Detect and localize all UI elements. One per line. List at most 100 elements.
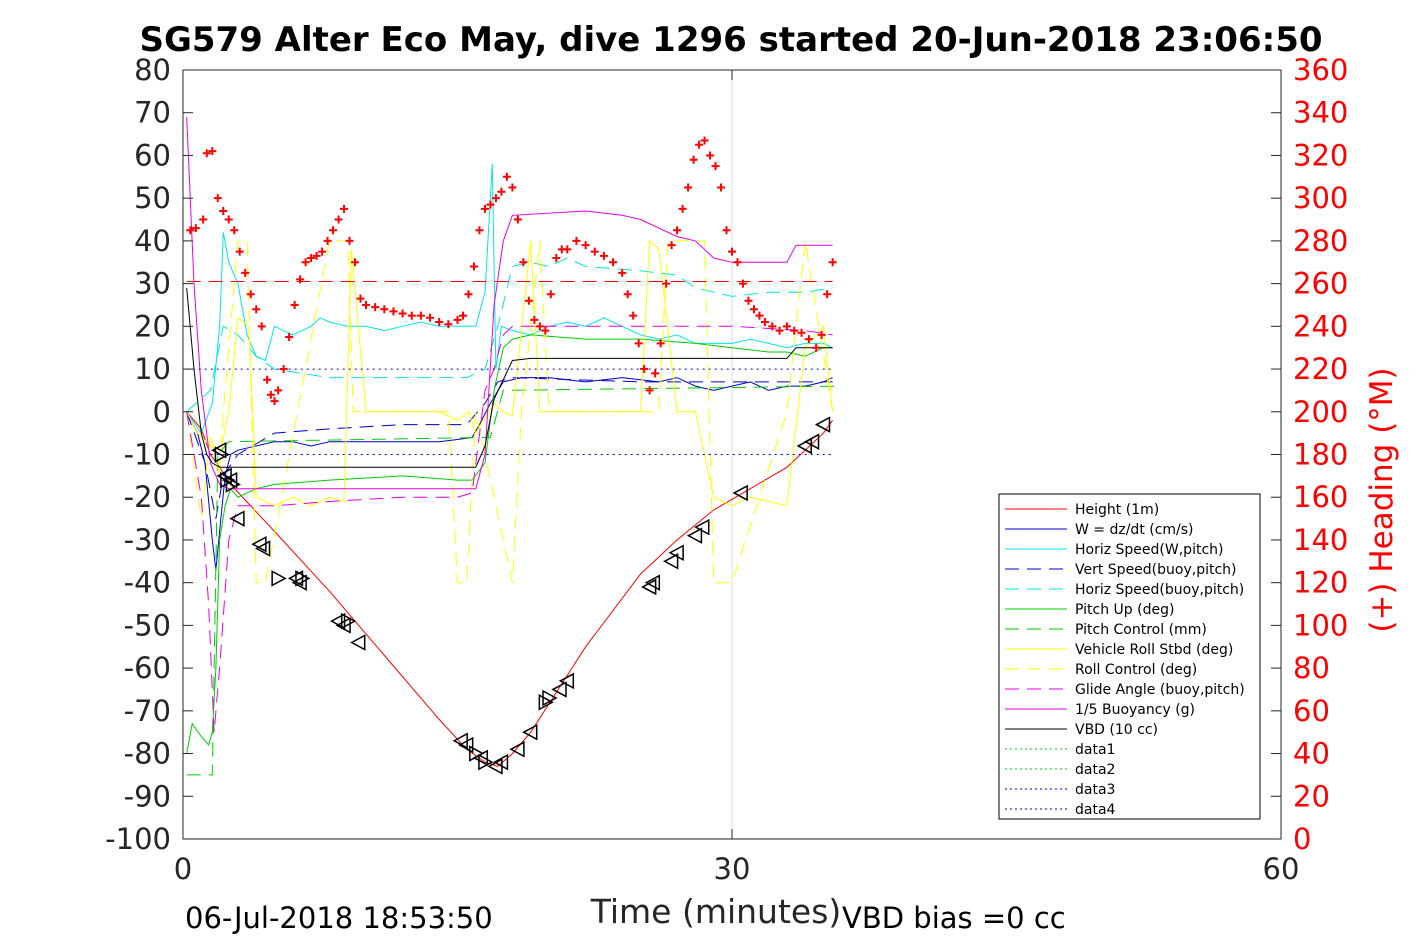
y-tick-label: 0 (153, 395, 171, 429)
y-right-tick-label: 320 (1293, 138, 1348, 172)
heading-point (706, 151, 715, 160)
triangle-marker-left (458, 736, 474, 754)
heading-point (524, 296, 533, 305)
y-right-tick-label: 120 (1293, 566, 1348, 600)
heading-point (760, 318, 769, 327)
triangle-marker-right (538, 694, 554, 711)
y-right-tick-label: 220 (1293, 352, 1348, 386)
y-tick-label: 40 (134, 224, 171, 258)
triangle-marker-left (644, 574, 661, 591)
y-tick-label: 70 (134, 96, 171, 130)
heading-point (618, 268, 627, 277)
heading-point (497, 187, 506, 196)
heading-point (469, 262, 478, 271)
legend-label-11: VBD (10 cc) (1075, 722, 1158, 738)
legend-label-13: data2 (1075, 762, 1115, 778)
heading-point (301, 258, 310, 267)
y-right-tick-label: 340 (1293, 96, 1348, 130)
heading-point (667, 241, 676, 250)
heading-point (351, 258, 360, 267)
triangle-marker-right (220, 471, 236, 489)
heading-point (823, 290, 832, 299)
x-tick-label: 60 (1263, 852, 1300, 886)
triangle-marker-right (271, 570, 287, 587)
heading-point (334, 215, 343, 224)
legend-label-14: data3 (1075, 782, 1115, 798)
heading-point (356, 294, 365, 303)
triangle-marker-left (686, 527, 703, 544)
legend-label-10: 1/5 Buoyancy (g) (1075, 702, 1195, 718)
legend-label-9: Glide Angle (buoy,pitch) (1075, 682, 1245, 698)
triangle-marker-left (551, 681, 567, 698)
heading-point (581, 241, 590, 250)
heading-point (486, 200, 495, 209)
heading-point (219, 206, 228, 215)
heading-point (199, 215, 208, 224)
heading-point (323, 236, 332, 245)
heading-point (464, 290, 473, 299)
y-tick-label: -10 (124, 438, 171, 472)
heading-point (371, 303, 380, 312)
legend-box (998, 493, 1261, 820)
heading-point (700, 136, 709, 145)
heading-point (695, 140, 704, 149)
heading-point (817, 330, 826, 339)
series-line-8 (186, 240, 834, 584)
heading-point (279, 365, 288, 374)
heading-point (312, 251, 321, 260)
y-tick-label: 80 (134, 53, 171, 87)
heading-point (629, 311, 638, 320)
heading-point (678, 204, 687, 213)
heading-point (186, 226, 195, 235)
series-line-9 (186, 325, 833, 733)
heading-point (491, 194, 500, 203)
heading-point (590, 247, 599, 256)
heading-point (444, 320, 453, 329)
y-right-tick-label: 300 (1293, 181, 1348, 215)
triangle-marker-right (225, 476, 241, 493)
heading-point (722, 226, 731, 235)
legend: Height (1m) W = dz/dt (cm/s) Horiz Speed(W… (998, 493, 1261, 820)
triangle-marker-left (796, 437, 812, 455)
y-tick-label: -100 (105, 822, 171, 856)
heading-point (563, 245, 572, 254)
y-right-tick-label: 200 (1293, 395, 1348, 429)
heading-point (426, 313, 435, 322)
y-tick-label: 10 (134, 352, 171, 386)
heading-point (541, 326, 550, 335)
heading-point (804, 335, 813, 344)
chart-title: SG579 Alter Eco May, dive 1296 started 2… (139, 20, 1322, 60)
series-line-1 (186, 377, 833, 570)
heading-point (733, 258, 742, 267)
heading-point (728, 247, 736, 256)
triangle-marker-right (478, 753, 494, 771)
y-tick-label: 30 (134, 267, 171, 301)
heading-point (744, 296, 753, 305)
heading-point (257, 322, 266, 331)
y-right-tick-label: 360 (1293, 53, 1348, 87)
heading-point (246, 290, 255, 299)
heading-point (398, 309, 407, 318)
heading-point (790, 326, 799, 335)
triangle-marker-left (335, 617, 351, 634)
y-right-tick-label: 40 (1293, 737, 1330, 771)
legend-label-12: data1 (1075, 742, 1115, 758)
y-right-tick-label: 0 (1293, 822, 1311, 856)
heading-point (552, 253, 561, 262)
heading-point (797, 328, 806, 337)
heading-point (768, 322, 777, 331)
legend-label-5: Pitch Up (deg) (1075, 602, 1174, 618)
triangle-marker-left (211, 441, 227, 459)
heading-point (235, 247, 244, 256)
legend-label-3: Vert Speed(buoy,pitch) (1075, 562, 1237, 578)
legend-label-1: W = dz/dt (cm/s) (1075, 522, 1194, 538)
triangle-marker-left (229, 510, 245, 527)
heading-point (475, 226, 484, 235)
heading-point (274, 386, 283, 395)
y-right-tick-label: 60 (1293, 694, 1330, 728)
triangle-marker-right (214, 446, 231, 463)
legend-label-0: Height (1m) (1075, 502, 1159, 518)
y-tick-label: -50 (124, 608, 171, 642)
triangle-marker-left (509, 741, 525, 758)
heading-point (689, 155, 698, 164)
